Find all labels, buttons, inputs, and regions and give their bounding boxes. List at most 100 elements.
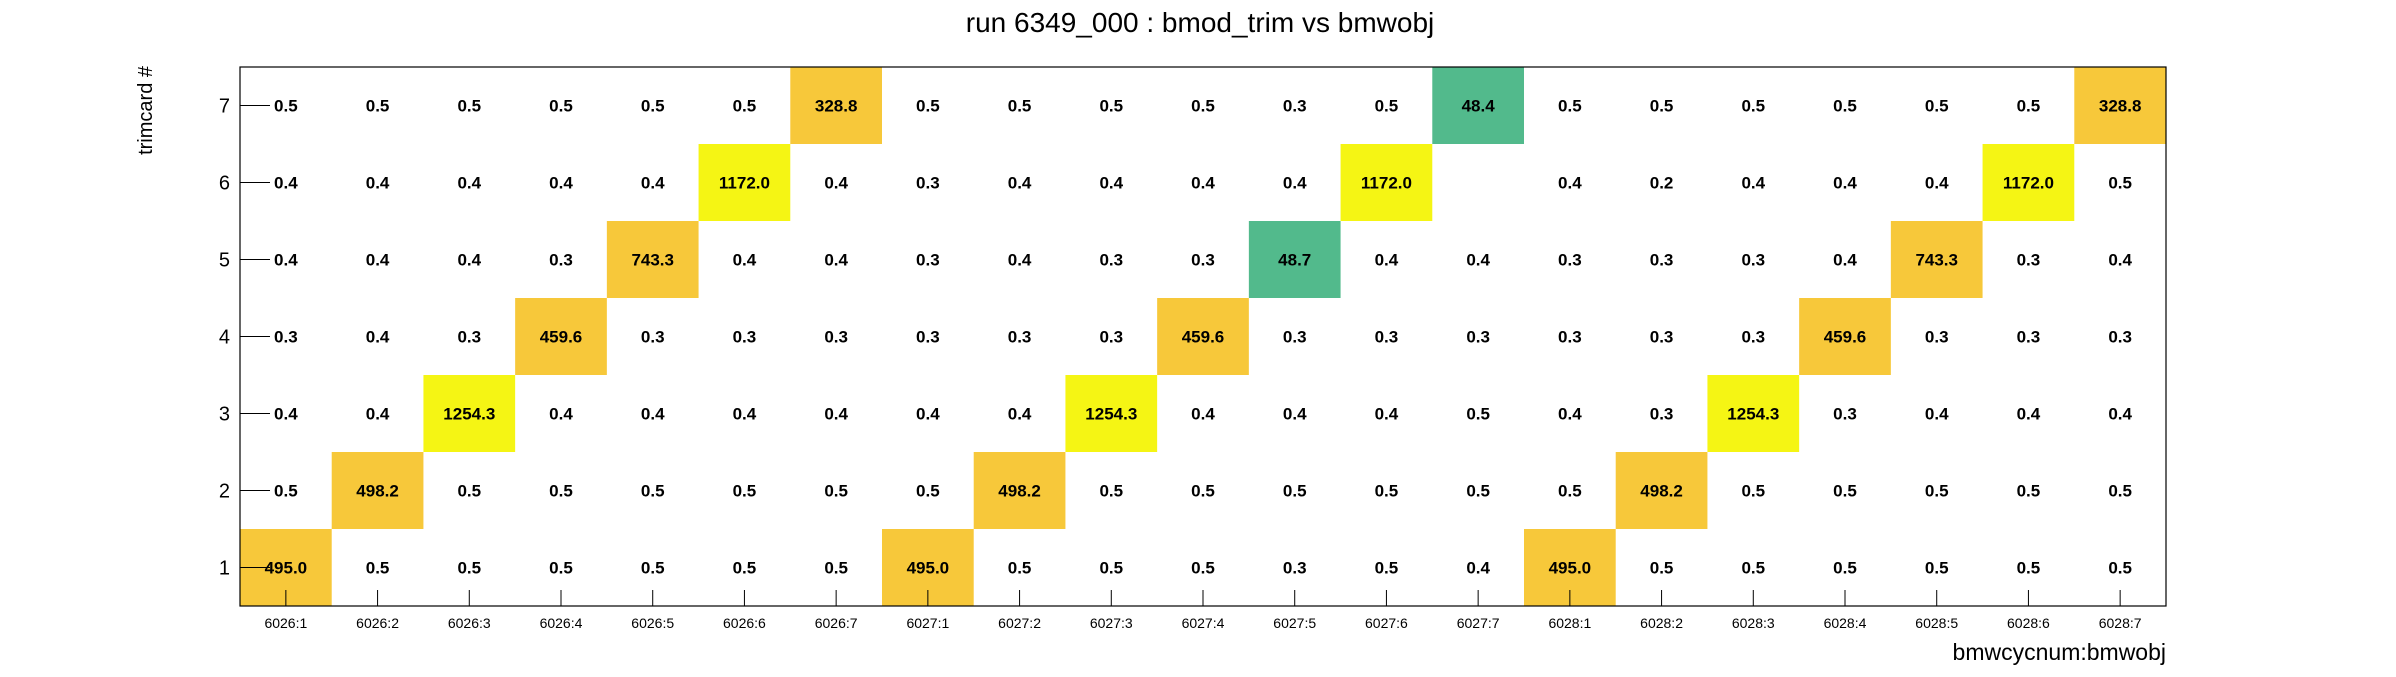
cell-value-label: 0.5 [1375,559,1399,578]
heatmap-cell [973,452,1066,529]
cell-value-label: 328.8 [2099,97,2142,116]
cell-value-label: 0.5 [1833,559,1857,578]
cell-value-label: 0.4 [1008,251,1032,270]
cell-value-label: 0.5 [641,559,665,578]
cell-value-label: 0.5 [641,97,665,116]
cell-value-label: 0.5 [2108,482,2132,501]
heatmap-cell [790,67,882,144]
cell-value-label: 0.4 [366,405,390,424]
cell-value-label: 0.3 [2017,251,2041,270]
cell-value-label: 0.5 [1008,97,1032,116]
cell-value-label: 0.5 [457,559,481,578]
cell-value-label: 0.4 [641,405,665,424]
cell-value-label: 0.5 [549,482,573,501]
cell-value-label: 0.3 [1741,328,1765,347]
cell-value-label: 0.4 [457,251,481,270]
cell-value-label: 0.4 [1466,251,1490,270]
heatmap-cell [331,452,424,529]
cell-value-label: 0.4 [2108,405,2132,424]
cell-value-label: 0.5 [1925,559,1949,578]
cell-value-label: 0.3 [1558,328,1582,347]
cell-value-label: 1254.3 [1727,405,1779,424]
cell-value-label: 0.5 [1099,97,1123,116]
cell-value-label: 0.4 [1191,174,1215,193]
cell-value-label: 0.4 [549,405,573,424]
plot-frame [239,66,2167,607]
cell-value-label: 0.3 [824,328,848,347]
x-tick-label: 6027:1 [906,615,949,631]
cell-value-label: 0.5 [1466,482,1490,501]
cell-value-label: 0.5 [2017,482,2041,501]
cell-value-label: 0.5 [733,482,757,501]
cell-value-label: 0.3 [1650,328,1674,347]
cell-value-label: 0.4 [1925,174,1949,193]
heatmap-cell [1340,144,1433,221]
x-tick-label: 6028:2 [1640,615,1683,631]
cell-value-label: 0.5 [457,482,481,501]
cell-value-label: 0.5 [1375,482,1399,501]
cell-value-label: 0.5 [274,97,298,116]
cell-value-label: 0.4 [549,174,573,193]
cell-value-label: 0.5 [2017,559,2041,578]
cell-value-label: 0.5 [1191,482,1215,501]
cell-value-label: 495.0 [1549,559,1592,578]
cell-value-labels: 495.0 0.5 0.5 0.5 0.5 0.5 0.5 495.0 0.5 0.5 0.5 0.3… [265,97,2142,578]
cell-value-label: 0.5 [549,559,573,578]
cell-value-label: 0.3 [1375,328,1399,347]
cell-value-label: 0.4 [1741,174,1765,193]
x-tick-label: 6027:7 [1457,615,1500,631]
cell-value-label: 0.4 [274,405,298,424]
cell-value-label: 0.5 [1833,97,1857,116]
cell-value-label: 0.5 [1375,97,1399,116]
cell-value-label: 459.6 [1182,328,1225,347]
cell-value-label: 0.5 [1191,97,1215,116]
cell-value-label: 0.4 [2108,251,2132,270]
cell-value-label: 0.3 [1008,328,1032,347]
y-tick-label: 7 [219,96,230,118]
cell-value-label: 0.5 [916,482,940,501]
cell-value-label: 0.5 [824,482,848,501]
x-tick-label: 6026:5 [631,615,674,631]
cell-value-label: 0.3 [2017,328,2041,347]
y-tick-label: 6 [219,173,230,195]
heatmap-cell [1615,452,1708,529]
x-tick-label: 6026:1 [264,615,307,631]
cell-value-label: 0.3 [733,328,757,347]
axes: 6026:1 6026:2 6026:3 6026:4 6026:5 6026:6 6026… [219,96,2142,632]
cell-value-label: 0.5 [1283,482,1307,501]
y-axis-label: trimcard # [135,65,157,155]
cell-value-label: 1254.3 [1085,405,1137,424]
cell-value-label: 498.2 [356,482,399,501]
cell-value-label: 0.3 [916,251,940,270]
cell-value-label: 0.5 [641,482,665,501]
y-tick-label: 3 [219,404,230,426]
x-tick-label: 6026:4 [540,615,583,631]
heatmap-cell [698,144,791,221]
heatmap-cell [1982,144,2075,221]
x-tick-label: 6027:3 [1090,615,1133,631]
cell-value-label: 0.3 [274,328,298,347]
cell-value-label: 0.5 [366,97,390,116]
cell-value-label: 0.3 [916,174,940,193]
x-tick-label: 6027:2 [998,615,1041,631]
x-tick-label: 6026:7 [815,615,858,631]
cell-value-label: 0.5 [1650,97,1674,116]
cell-value-label: 0.3 [1099,251,1123,270]
x-tick-label: 6026:3 [448,615,491,631]
cell-value-label: 0.5 [824,559,848,578]
x-tick-label: 6028:4 [1824,615,1867,631]
cell-value-label: 0.3 [1650,405,1674,424]
heatmap-cells [240,67,2166,606]
cell-value-label: 0.3 [1558,251,1582,270]
cell-value-label: 0.5 [2108,559,2132,578]
heatmap-cell [2074,67,2166,144]
x-tick-label: 6028:1 [1548,615,1591,631]
cell-value-label: 495.0 [265,559,308,578]
cell-value-label: 0.5 [1558,97,1582,116]
cell-value-label: 0.4 [1008,174,1032,193]
cell-value-label: 0.5 [366,559,390,578]
heatmap-cell [515,298,607,375]
cell-value-label: 0.3 [1650,251,1674,270]
cell-value-label: 0.5 [1741,482,1765,501]
